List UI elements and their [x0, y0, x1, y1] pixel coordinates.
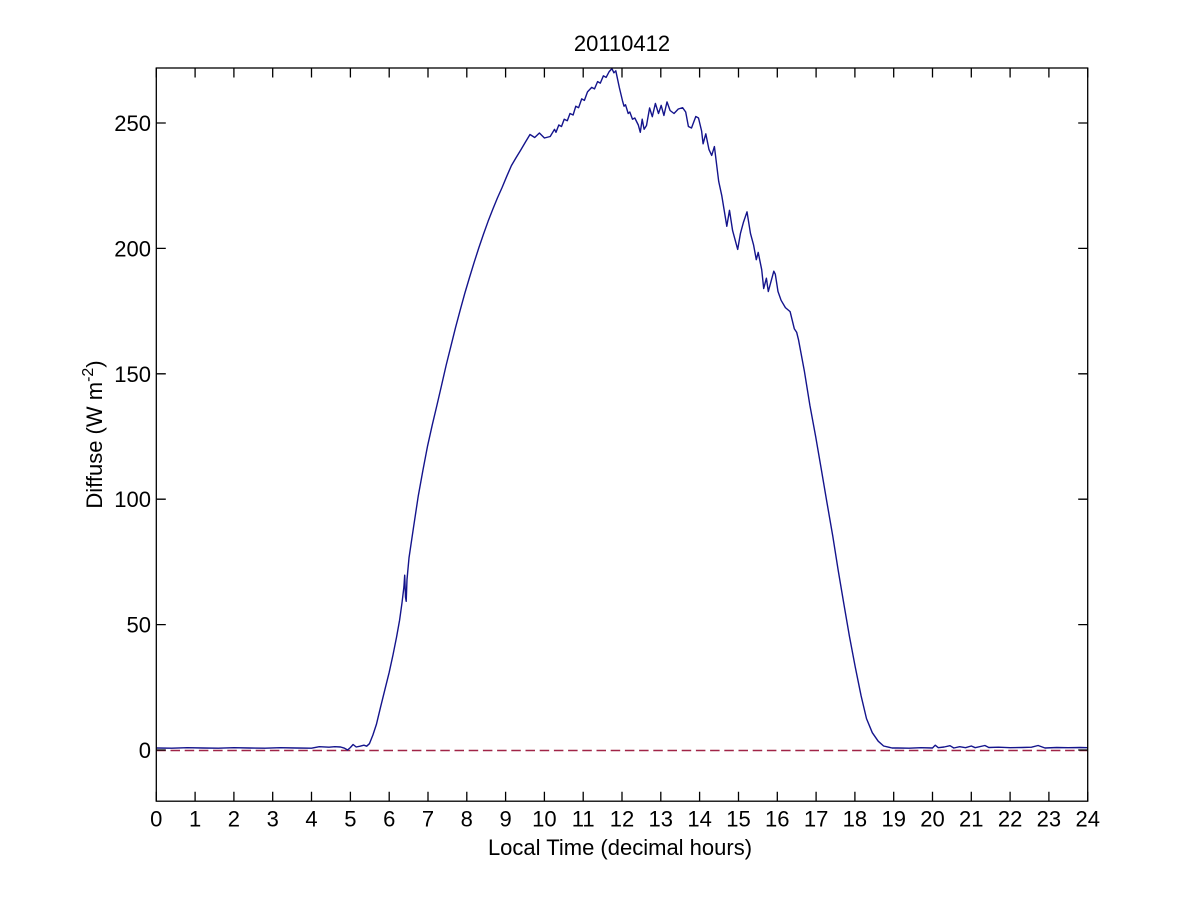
svg-text:11: 11 [572, 807, 595, 832]
svg-text:2: 2 [228, 807, 240, 832]
svg-text:16: 16 [765, 807, 789, 832]
svg-text:5: 5 [344, 807, 356, 832]
svg-text:12: 12 [610, 807, 634, 832]
svg-text:150: 150 [114, 362, 151, 387]
svg-text:15: 15 [726, 807, 750, 832]
svg-text:17: 17 [804, 807, 828, 832]
svg-text:1: 1 [189, 807, 201, 832]
svg-text:24: 24 [1075, 807, 1099, 832]
svg-text:23: 23 [1037, 807, 1061, 832]
svg-text:21: 21 [959, 807, 983, 832]
svg-text:6: 6 [383, 807, 395, 832]
svg-text:Local Time (decimal hours): Local Time (decimal hours) [488, 835, 752, 860]
svg-text:20: 20 [920, 807, 944, 832]
svg-text:20110412: 20110412 [574, 31, 670, 56]
svg-text:8: 8 [461, 807, 473, 832]
svg-text:50: 50 [127, 613, 151, 638]
svg-text:18: 18 [843, 807, 867, 832]
svg-text:Diffuse (W m-2): Diffuse (W m-2) [80, 360, 107, 508]
svg-text:7: 7 [422, 807, 434, 832]
svg-text:22: 22 [998, 807, 1022, 832]
svg-text:0: 0 [150, 807, 162, 832]
svg-text:100: 100 [114, 487, 151, 512]
svg-text:0: 0 [139, 738, 151, 763]
svg-text:10: 10 [532, 807, 556, 832]
svg-text:250: 250 [114, 111, 151, 136]
svg-text:200: 200 [114, 236, 151, 261]
svg-text:14: 14 [687, 807, 711, 832]
svg-text:3: 3 [267, 807, 279, 832]
svg-text:4: 4 [305, 807, 317, 832]
svg-text:13: 13 [649, 807, 673, 832]
svg-text:9: 9 [499, 807, 511, 832]
svg-text:19: 19 [881, 807, 905, 832]
